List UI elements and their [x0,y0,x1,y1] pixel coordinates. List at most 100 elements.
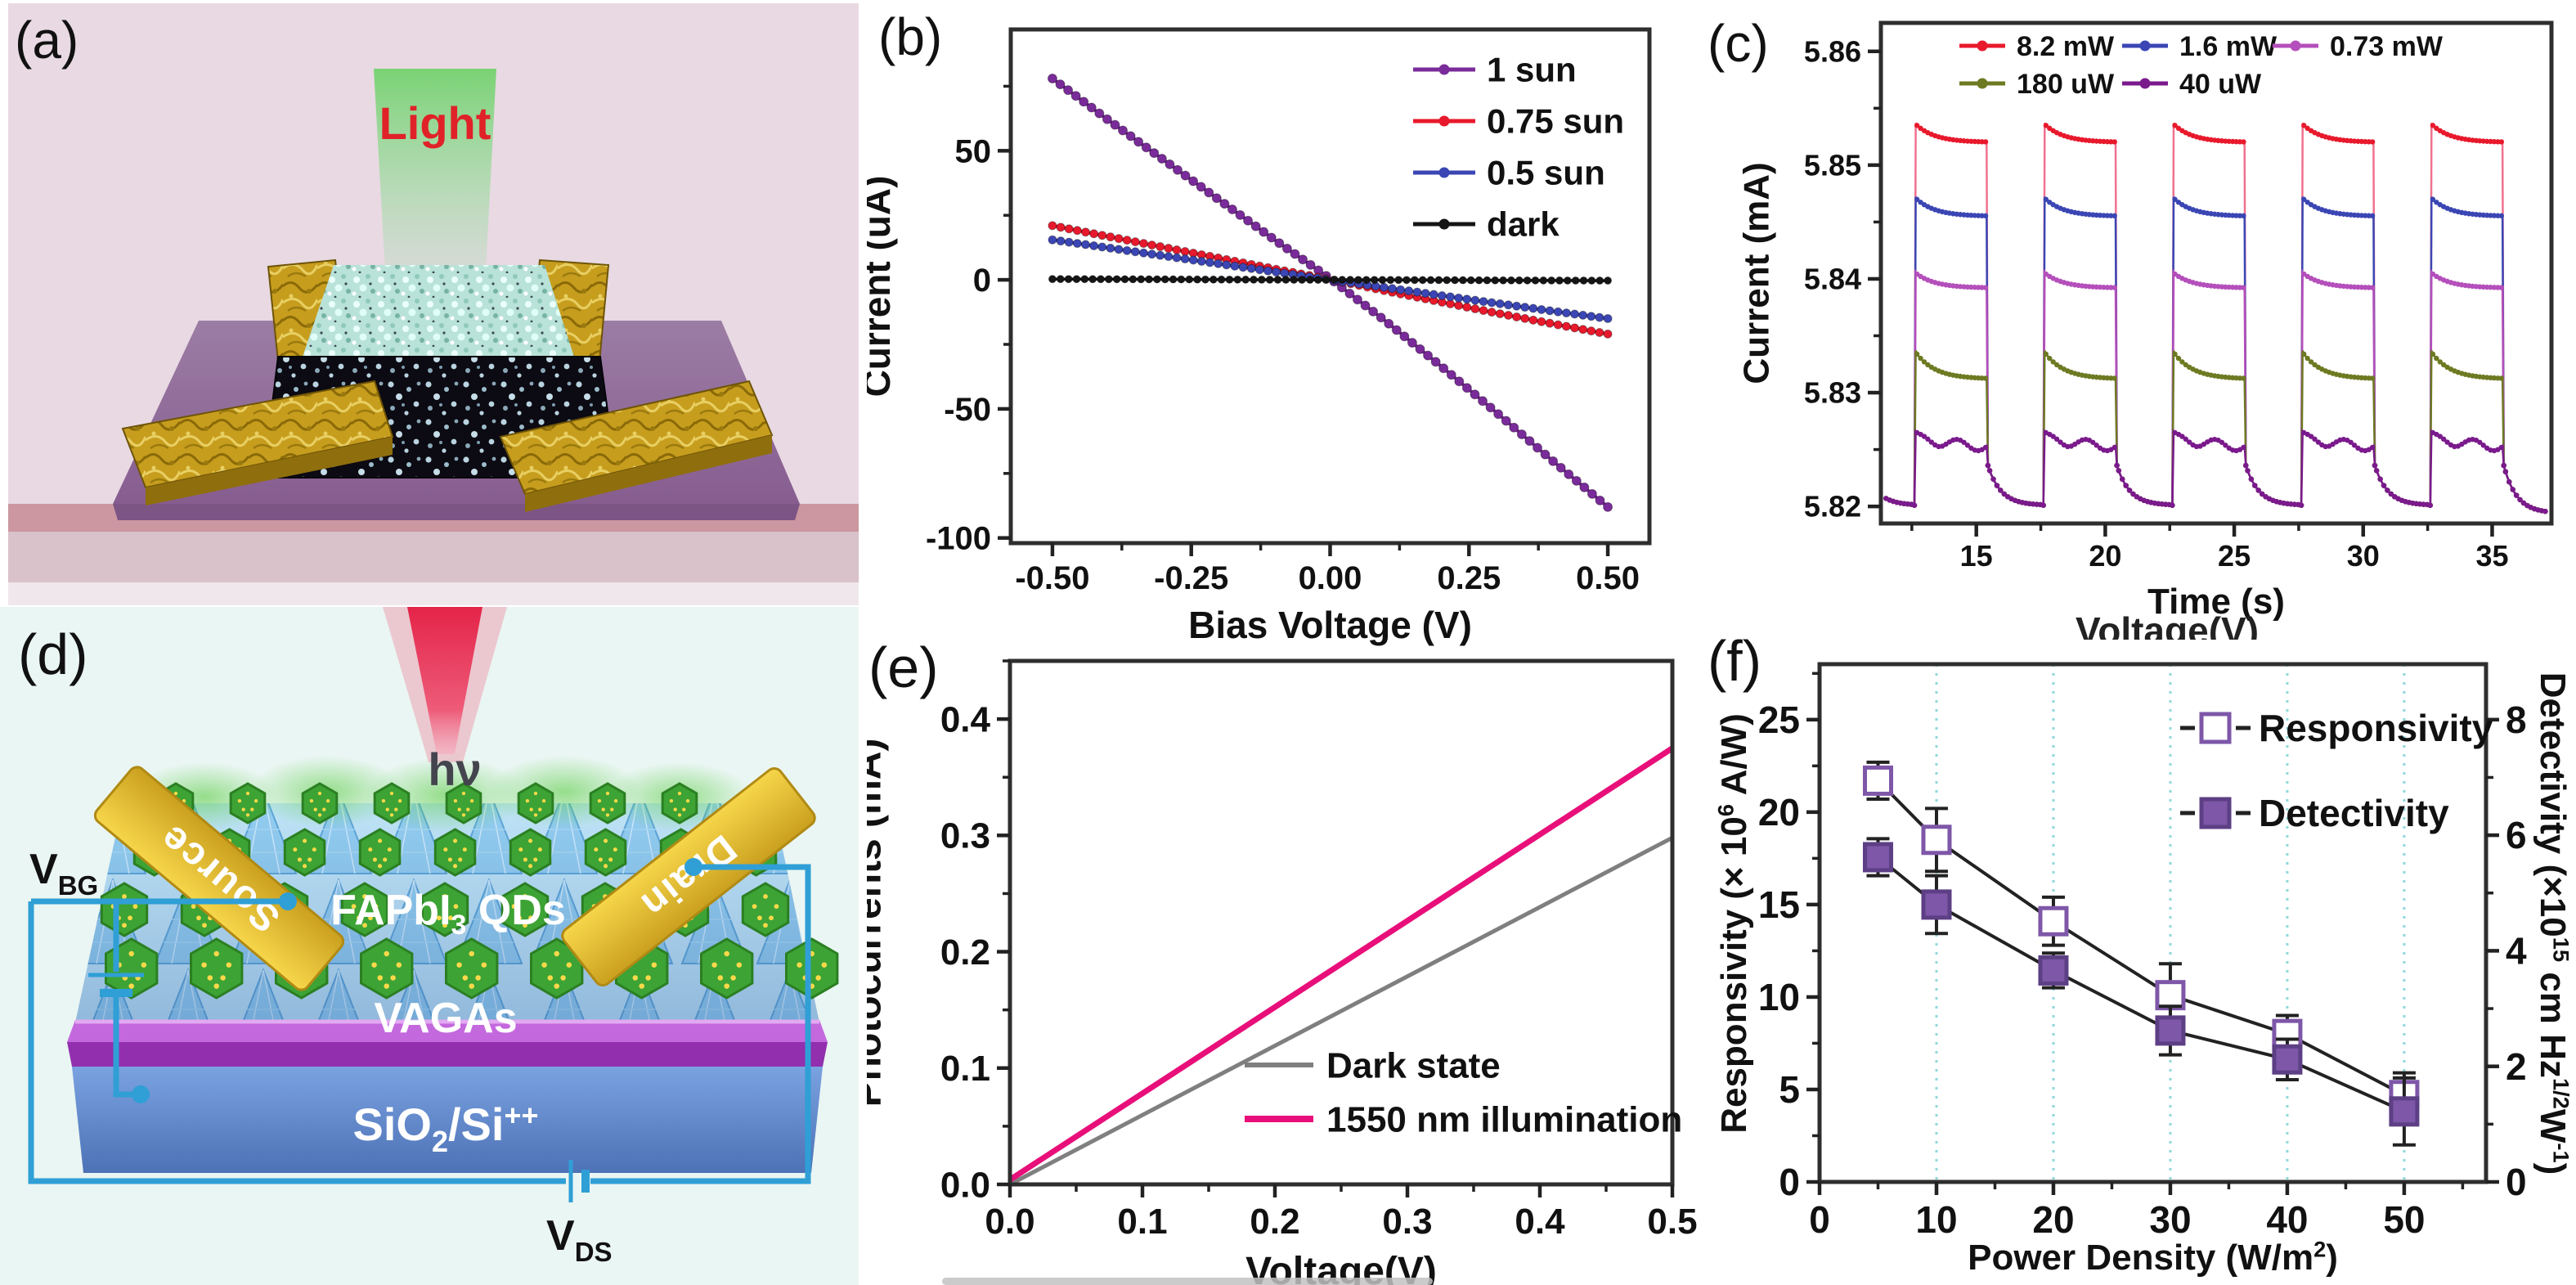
source-contact-dot [279,892,297,910]
series-detectivity [1862,837,2420,1147]
qd-dot [554,983,559,989]
qd-dot [821,962,828,968]
qd-dot [757,915,762,921]
qd-dot [677,791,682,796]
svg-text:30: 30 [2149,1198,2191,1241]
series-group [1008,745,1674,1186]
svg-text:180 uW: 180 uW [2017,69,2115,100]
svg-text:0.1: 0.1 [940,1049,990,1089]
qd-dot [752,904,757,910]
qd-hexagon [433,828,477,877]
qd-dot [297,857,302,862]
qd-dot [541,962,547,968]
qd-dot [442,923,447,928]
qd-dot [453,904,459,910]
panel-a-device-illustration: Light [8,3,859,605]
qd-dot [254,798,258,803]
qd-hexagon [229,782,267,824]
axes-ticks: 0.0 0.1 0.2 0.3 0.4 0.5 0.0 0.1 0.2 0.3 0.4 [940,659,1698,1242]
panel-b-tag: (b) [878,7,943,66]
qd-dot [307,857,312,862]
qd-dot [475,975,481,981]
svg-text:dark: dark [1487,205,1560,244]
svg-text:10: 10 [1758,976,1800,1018]
qd-dot [293,847,298,852]
qd-dot [605,791,610,796]
qd-hexagon [785,937,839,1000]
svg-text:0.5: 0.5 [1647,1202,1697,1242]
svg-text:0.25: 0.25 [1437,560,1501,596]
qd-dot [384,983,389,989]
svg-text:10: 10 [1915,1198,1957,1241]
qd-dot [389,813,394,817]
qd-dot [390,975,396,981]
qd-dot [523,923,527,928]
qd-dot [303,838,307,843]
qd-dot [237,798,242,803]
chart-svg-c: 15 20 25 30 35 5.82 5.83 5.84 5.85 5.86 Time (s) Cu… [1736,20,2554,622]
cropped-artifact-strip [942,1278,1433,1285]
qd-dot [605,813,610,817]
qd-dot [533,791,538,796]
svg-text:5.84: 5.84 [1804,263,1861,296]
svg-text:4: 4 [2506,930,2527,973]
svg-text:20: 20 [2089,539,2121,573]
axes-ticks: 0 10 20 30 40 50 0 5 10 15 20 25 0 2 4 6 8 [1758,672,2527,1241]
qd-hexagon [301,782,339,824]
svg-text:5: 5 [1779,1068,1800,1111]
qd-dot [309,798,314,803]
qd-dot [245,791,250,796]
qd-dot [396,962,402,968]
qd-dot [461,813,466,817]
qd-dot [511,904,517,910]
plot-frame [1878,20,2554,526]
light-label: Light [379,97,491,149]
svg-text:25: 25 [1758,699,1800,741]
panel-f-responsivity-chart: 0 10 20 30 40 50 0 5 10 15 20 25 0 2 4 6 8 Responsivity De… [1701,613,2576,1285]
qd-dot [317,791,322,796]
svg-text:50: 50 [2383,1198,2425,1241]
svg-text:0: 0 [2506,1161,2527,1203]
y-axis-left-label: Responsivity (× 106 A/W) [1712,712,1754,1134]
svg-text:0: 0 [1809,1198,1830,1241]
qd-dot [173,791,178,796]
qd-dot [313,807,317,811]
svg-text:0.4: 0.4 [1515,1202,1565,1242]
x-axis-label: Time (s) [2147,582,2285,622]
svg-text:0.0: 0.0 [985,1202,1034,1242]
qd-dot [128,983,134,989]
svg-text:0.73 mW: 0.73 mW [2330,31,2444,62]
qd-dot [457,807,461,811]
qd-hexagon [420,882,469,937]
svg-text:0: 0 [1779,1161,1800,1203]
qd-dot [560,975,566,981]
qd-hexagon [360,937,414,1000]
qd-dot [677,813,682,817]
qd-dot [394,807,398,811]
panel-a-tag: (a) [15,11,79,70]
qd-dot [387,847,392,852]
qd-dot [632,975,639,981]
series-180-uw [1883,350,2548,514]
qd-hexagon [584,828,627,877]
qd-dot [141,962,147,968]
qd-dot [213,983,219,989]
svg-text:0.1: 0.1 [1117,1202,1167,1242]
qd-dot [196,915,201,921]
qd-dot [528,864,533,869]
substrate-front [113,504,800,520]
qd-dot [528,838,533,843]
drain-contact-dot [684,858,702,876]
qd-dot [604,864,608,869]
cropped-voltage-axis-label: Voltage(V) [2075,609,2260,640]
qd-dot [547,975,554,981]
qd-dot [538,807,542,811]
svg-text:30: 30 [2347,539,2380,573]
svg-text:0.4: 0.4 [940,700,991,740]
series-8.2-mw [1883,122,2548,514]
qd-dot [191,904,196,910]
svg-text:-0.50: -0.50 [1015,560,1089,596]
qd-dot [357,915,361,921]
qd-hexagon [509,828,552,877]
